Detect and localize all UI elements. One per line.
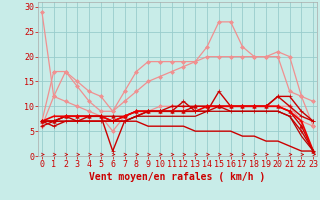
X-axis label: Vent moyen/en rafales ( km/h ): Vent moyen/en rafales ( km/h ) bbox=[90, 172, 266, 182]
